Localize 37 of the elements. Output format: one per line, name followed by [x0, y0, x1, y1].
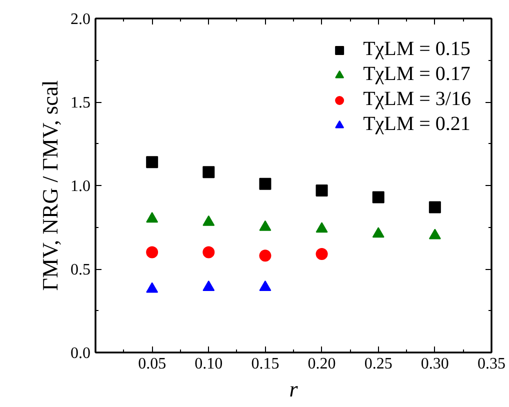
- x-tick-label: 0.10: [194, 356, 223, 372]
- y-tick-label: 1.0: [70, 178, 90, 195]
- point: [146, 212, 158, 223]
- y-axis-title: ΓMV, NRG / ΓMV, scal: [38, 80, 62, 291]
- y-tick-label: 0.0: [70, 345, 90, 362]
- y-tick-label: 1.5: [70, 94, 90, 112]
- point: [202, 166, 215, 178]
- point: [202, 280, 215, 292]
- point: [146, 246, 158, 258]
- y-tick-label: 0.5: [70, 262, 90, 278]
- x-tick-label: 0.25: [364, 356, 392, 372]
- x-axis-title: r: [289, 376, 298, 402]
- legend-label: TχLM = 0.17: [363, 63, 470, 86]
- point: [428, 201, 441, 214]
- point: [428, 228, 441, 240]
- legend-label: TχLM = 0.21: [363, 113, 470, 136]
- x-tick-label: 0.20: [308, 356, 336, 372]
- legend-label: TχLM = 0.15: [363, 38, 470, 61]
- point: [372, 191, 384, 204]
- point: [202, 215, 215, 226]
- point: [316, 248, 328, 260]
- point: [259, 280, 272, 292]
- x-tick-label: 0.30: [420, 356, 449, 372]
- point: [372, 227, 384, 238]
- point: [202, 246, 215, 258]
- point: [316, 184, 328, 197]
- point: [259, 250, 272, 262]
- point: [146, 282, 158, 293]
- y-tick-label: 2.0: [70, 11, 90, 28]
- legend-label: TχLM = 3/16: [363, 88, 471, 111]
- point: [316, 222, 328, 233]
- x-tick-label: 0.35: [478, 356, 506, 372]
- point: [146, 156, 158, 168]
- x-tick-label: 0.05: [138, 356, 166, 372]
- point: [259, 220, 272, 231]
- point: [259, 178, 272, 190]
- x-tick-label: 0.15: [251, 356, 280, 372]
